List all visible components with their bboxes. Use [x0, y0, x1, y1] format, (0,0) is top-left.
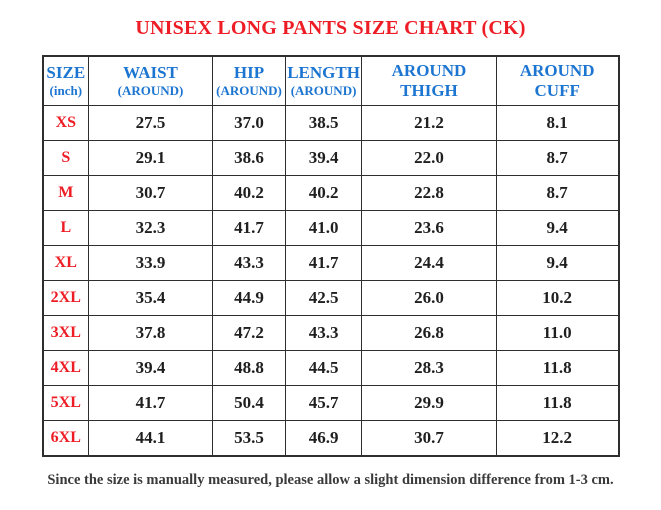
measurement-cell: 41.7	[285, 245, 363, 281]
header-size-main: SIZE	[46, 63, 86, 83]
measurement-cell: 50.4	[211, 385, 287, 421]
measurement-cell: 41.7	[88, 385, 213, 421]
measurement-cell: 41.7	[211, 210, 287, 246]
measurement-cell: 8.7	[495, 175, 620, 211]
measurement-cell: 44.5	[285, 350, 363, 386]
size-label: XL	[41, 245, 90, 281]
measurement-cell: 8.7	[495, 140, 620, 176]
header-hip-main: HIP	[233, 63, 265, 83]
header-size-sub: (inch)	[49, 83, 83, 99]
measurement-cell: 23.6	[361, 210, 497, 246]
table-row: 5XL 41.7 50.4 45.7 29.9 11.8	[41, 385, 620, 421]
measurement-cell: 21.2	[361, 105, 497, 141]
size-label: M	[41, 175, 90, 211]
measurement-cell: 42.5	[285, 280, 363, 316]
header-size: SIZE (inch)	[41, 55, 90, 106]
measurement-cell: 11.0	[495, 315, 620, 351]
table-row: 4XL 39.4 48.8 44.5 28.3 11.8	[41, 350, 620, 386]
table-row: XL 33.9 43.3 41.7 24.4 9.4	[41, 245, 620, 281]
header-around-thigh-line2: THIGH	[400, 81, 458, 100]
size-table-body: XS 27.5 37.0 38.5 21.2 8.1 S 29.1 38.6 39.4 22.0 8.…	[41, 105, 620, 457]
measurement-cell: 39.4	[285, 140, 363, 176]
table-row: L 32.3 41.7 41.0 23.6 9.4	[41, 210, 620, 246]
measurement-cell: 40.2	[285, 175, 363, 211]
measurement-cell: 45.7	[285, 385, 363, 421]
size-label: 4XL	[41, 350, 90, 386]
header-hip: HIP (AROUND)	[211, 55, 287, 106]
measurement-cell: 40.2	[211, 175, 287, 211]
measurement-cell: 43.3	[285, 315, 363, 351]
measurement-cell: 28.3	[361, 350, 497, 386]
table-row: XS 27.5 37.0 38.5 21.2 8.1	[41, 105, 620, 141]
size-label: 6XL	[41, 420, 90, 457]
measurement-cell: 48.8	[211, 350, 287, 386]
header-waist-main: WAIST	[123, 63, 178, 83]
measurement-cell: 12.2	[495, 420, 620, 457]
measurement-cell: 43.3	[211, 245, 287, 281]
header-around-cuff: AROUND CUFF	[495, 55, 620, 106]
measurement-cell: 38.6	[211, 140, 287, 176]
measurement-note: Since the size is manually measured, ple…	[47, 472, 614, 488]
measurement-cell: 11.8	[495, 385, 620, 421]
table-row: M 30.7 40.2 40.2 22.8 8.7	[41, 175, 620, 211]
measurement-cell: 29.1	[88, 140, 213, 176]
header-around-cuff-line2: CUFF	[534, 81, 580, 100]
measurement-cell: 22.0	[361, 140, 497, 176]
measurement-cell: 37.0	[211, 105, 287, 141]
measurement-cell: 44.1	[88, 420, 213, 457]
measurement-cell: 26.0	[361, 280, 497, 316]
size-label: XS	[41, 105, 90, 141]
measurement-cell: 33.9	[88, 245, 213, 281]
table-row: 3XL 37.8 47.2 43.3 26.8 11.0	[41, 315, 620, 351]
header-waist-sub: (AROUND)	[117, 83, 184, 99]
size-label: S	[41, 140, 90, 176]
measurement-cell: 11.8	[495, 350, 620, 386]
measurement-cell: 8.1	[495, 105, 620, 141]
header-around-thigh: AROUND THIGH	[361, 55, 497, 106]
measurement-cell: 47.2	[211, 315, 287, 351]
header-around-thigh-line1: AROUND	[391, 60, 467, 80]
measurement-cell: 46.9	[285, 420, 363, 457]
page-title: UNISEX LONG PANTS SIZE CHART (CK)	[135, 17, 526, 39]
table-header-row: SIZE (inch) WAIST (AROUND) HIP (AROUND) …	[41, 55, 620, 106]
size-label: L	[41, 210, 90, 246]
header-length-main: LENGTH	[287, 63, 360, 83]
measurement-cell: 30.7	[361, 420, 497, 457]
size-label: 2XL	[41, 280, 90, 316]
measurement-cell: 22.8	[361, 175, 497, 211]
measurement-cell: 9.4	[495, 210, 620, 246]
size-label: 3XL	[41, 315, 90, 351]
header-waist: WAIST (AROUND)	[88, 55, 213, 106]
header-length-sub: (AROUND)	[290, 83, 357, 99]
measurement-cell: 38.5	[285, 105, 363, 141]
table-row: 2XL 35.4 44.9 42.5 26.0 10.2	[41, 280, 620, 316]
measurement-cell: 9.4	[495, 245, 620, 281]
size-label: 5XL	[41, 385, 90, 421]
measurement-cell: 26.8	[361, 315, 497, 351]
measurement-cell: 37.8	[88, 315, 213, 351]
measurement-cell: 29.9	[361, 385, 497, 421]
size-chart-table: SIZE (inch) WAIST (AROUND) HIP (AROUND) …	[41, 55, 620, 457]
header-hip-sub: (AROUND)	[216, 83, 282, 99]
measurement-cell: 24.4	[361, 245, 497, 281]
measurement-cell: 44.9	[211, 280, 287, 316]
measurement-cell: 32.3	[88, 210, 213, 246]
header-length: LENGTH (AROUND)	[285, 55, 363, 106]
measurement-cell: 41.0	[285, 210, 363, 246]
measurement-cell: 27.5	[88, 105, 213, 141]
table-row: S 29.1 38.6 39.4 22.0 8.7	[41, 140, 620, 176]
measurement-cell: 30.7	[88, 175, 213, 211]
table-row: 6XL 44.1 53.5 46.9 30.7 12.2	[41, 420, 620, 457]
measurement-cell: 35.4	[88, 280, 213, 316]
header-around-cuff-line1: AROUND	[519, 60, 595, 80]
measurement-cell: 10.2	[495, 280, 620, 316]
measurement-cell: 39.4	[88, 350, 213, 386]
measurement-cell: 53.5	[211, 420, 287, 457]
